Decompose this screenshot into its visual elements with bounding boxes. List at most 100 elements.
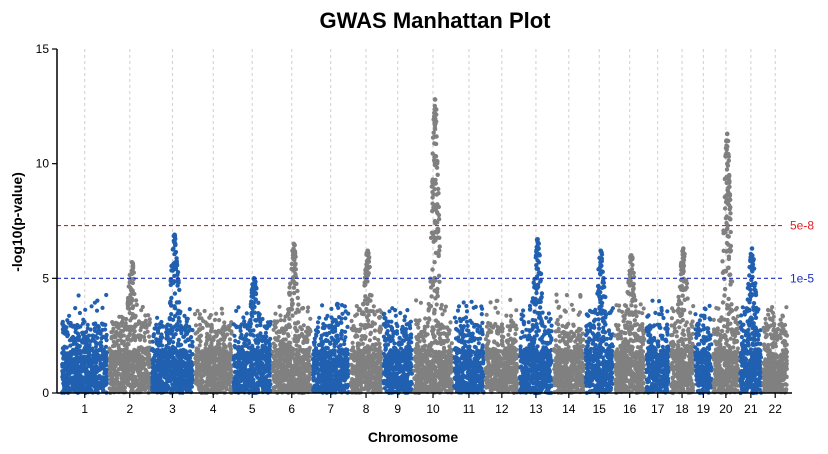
snp-point: [176, 372, 181, 377]
chromosome-3-points: [150, 232, 195, 395]
snp-point: [271, 341, 276, 346]
snp-point: [345, 324, 350, 329]
snp-point: [119, 333, 124, 339]
snp-point: [129, 357, 134, 362]
snp-point: [304, 349, 310, 354]
snp-point: [262, 382, 267, 387]
snp-point: [249, 288, 254, 293]
snp-point: [275, 366, 280, 371]
snp-point: [92, 300, 97, 305]
snp-point: [76, 293, 81, 298]
snp-point: [239, 322, 244, 327]
snp-point: [129, 324, 134, 329]
snp-point: [172, 251, 177, 257]
snp-point: [302, 373, 307, 378]
snp-point: [362, 336, 368, 341]
snp-point: [228, 344, 233, 349]
snp-point: [177, 359, 182, 364]
snp-point: [88, 327, 93, 332]
snp-point: [164, 324, 169, 329]
snp-point: [160, 323, 165, 328]
snp-point: [201, 318, 206, 324]
snp-point: [222, 320, 227, 325]
snp-point: [90, 333, 95, 338]
snp-point: [67, 313, 72, 318]
snp-point: [371, 376, 376, 381]
snp-point: [74, 351, 79, 357]
snp-point: [263, 344, 268, 349]
snp-point: [197, 312, 202, 317]
snp-point: [313, 351, 318, 356]
snp-point: [111, 339, 116, 344]
snp-point: [240, 344, 245, 349]
snp-point: [311, 368, 316, 373]
snp-point: [363, 268, 368, 273]
snp-point: [324, 338, 329, 344]
snp-point: [150, 339, 155, 344]
snp-point: [165, 374, 170, 379]
snp-point: [320, 367, 325, 372]
snp-point: [111, 365, 116, 370]
snp-point: [289, 266, 294, 272]
snp-point: [271, 385, 276, 390]
snp-point: [179, 327, 184, 333]
snp-point: [266, 369, 271, 374]
snp-point: [233, 363, 238, 368]
snp-point: [246, 377, 251, 382]
snp-point: [168, 282, 173, 288]
snp-point: [277, 304, 282, 309]
snp-point: [173, 263, 178, 269]
snp-point: [114, 386, 119, 391]
snp-point: [343, 309, 348, 314]
snp-point: [136, 321, 141, 326]
snp-point: [293, 360, 298, 365]
snp-point: [194, 377, 199, 382]
snp-point: [101, 350, 106, 355]
snp-point: [90, 336, 95, 341]
snp-point: [329, 367, 334, 372]
snp-point: [171, 364, 176, 369]
snp-point: [172, 238, 177, 243]
snp-point: [136, 335, 141, 340]
snp-point: [61, 381, 66, 386]
snp-point: [272, 319, 277, 324]
snp-point: [85, 358, 90, 363]
snp-point: [338, 320, 343, 325]
snp-point: [95, 324, 100, 329]
snp-point: [342, 341, 347, 347]
snp-point: [157, 354, 162, 359]
snp-point: [296, 302, 301, 307]
snp-point: [329, 315, 334, 320]
snp-point: [222, 370, 227, 375]
snp-point: [293, 250, 298, 256]
snp-point: [142, 338, 147, 343]
snp-point: [130, 386, 135, 391]
snp-point: [195, 356, 201, 361]
snp-point: [71, 341, 76, 347]
snp-point: [190, 344, 195, 349]
snp-point: [253, 297, 258, 302]
snp-point: [363, 361, 368, 366]
snp-point: [137, 370, 142, 375]
snp-point: [298, 361, 303, 366]
snp-point: [267, 387, 272, 393]
snp-point: [334, 302, 339, 308]
snp-point: [356, 346, 361, 351]
snp-point: [100, 327, 105, 333]
snp-point: [372, 369, 377, 374]
snp-point: [94, 359, 99, 364]
snp-point: [125, 372, 130, 377]
snp-point: [368, 330, 373, 335]
snp-point: [247, 320, 253, 325]
snp-point: [123, 321, 128, 326]
snp-point: [252, 355, 257, 361]
snp-point: [248, 304, 254, 309]
snp-point: [365, 308, 370, 314]
snp-point: [69, 379, 74, 384]
snp-point: [61, 356, 66, 361]
chromosome-2-points: [107, 260, 153, 395]
snp-point: [267, 344, 272, 349]
snp-point: [182, 368, 187, 373]
snp-point: [80, 331, 85, 336]
snp-point: [185, 316, 190, 321]
